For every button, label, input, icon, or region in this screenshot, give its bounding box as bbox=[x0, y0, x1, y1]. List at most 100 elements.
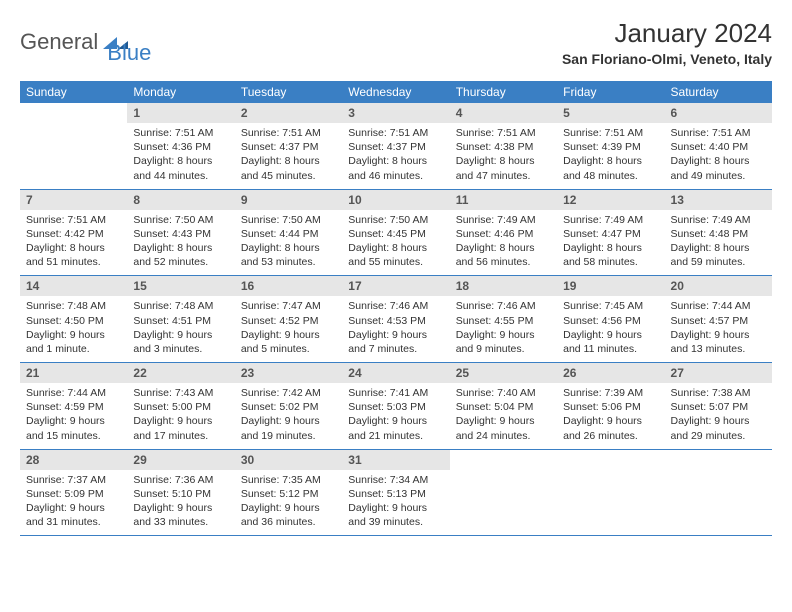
weekday-header: Tuesday bbox=[235, 81, 342, 103]
calendar-day-cell: 2Sunrise: 7:51 AMSunset: 4:37 PMDaylight… bbox=[235, 103, 342, 189]
day-number: 16 bbox=[235, 276, 342, 296]
calendar-day-cell: 17Sunrise: 7:46 AMSunset: 4:53 PMDayligh… bbox=[342, 276, 449, 363]
calendar-week-row: 21Sunrise: 7:44 AMSunset: 4:59 PMDayligh… bbox=[20, 363, 772, 450]
calendar-day-cell: 3Sunrise: 7:51 AMSunset: 4:37 PMDaylight… bbox=[342, 103, 449, 189]
calendar-week-row: 14Sunrise: 7:48 AMSunset: 4:50 PMDayligh… bbox=[20, 276, 772, 363]
day-info: Sunrise: 7:50 AMSunset: 4:43 PMDaylight:… bbox=[127, 210, 234, 276]
day-info: Sunrise: 7:46 AMSunset: 4:55 PMDaylight:… bbox=[450, 296, 557, 362]
calendar-day-cell: 20Sunrise: 7:44 AMSunset: 4:57 PMDayligh… bbox=[665, 276, 772, 363]
location-text: San Floriano-Olmi, Veneto, Italy bbox=[562, 51, 772, 67]
day-info: Sunrise: 7:37 AMSunset: 5:09 PMDaylight:… bbox=[20, 470, 127, 536]
calendar-day-cell: 30Sunrise: 7:35 AMSunset: 5:12 PMDayligh… bbox=[235, 449, 342, 536]
day-number: 26 bbox=[557, 363, 664, 383]
day-number: 19 bbox=[557, 276, 664, 296]
day-number: 3 bbox=[342, 103, 449, 123]
calendar-table: SundayMondayTuesdayWednesdayThursdayFrid… bbox=[20, 81, 772, 536]
day-number: 10 bbox=[342, 190, 449, 210]
day-number: 23 bbox=[235, 363, 342, 383]
day-info: Sunrise: 7:35 AMSunset: 5:12 PMDaylight:… bbox=[235, 470, 342, 536]
day-info: Sunrise: 7:38 AMSunset: 5:07 PMDaylight:… bbox=[665, 383, 772, 449]
day-info: Sunrise: 7:34 AMSunset: 5:13 PMDaylight:… bbox=[342, 470, 449, 536]
day-number: 18 bbox=[450, 276, 557, 296]
day-number: 15 bbox=[127, 276, 234, 296]
day-info: Sunrise: 7:50 AMSunset: 4:44 PMDaylight:… bbox=[235, 210, 342, 276]
day-number: 9 bbox=[235, 190, 342, 210]
calendar-week-row: 28Sunrise: 7:37 AMSunset: 5:09 PMDayligh… bbox=[20, 449, 772, 536]
calendar-day-cell: 25Sunrise: 7:40 AMSunset: 5:04 PMDayligh… bbox=[450, 363, 557, 450]
month-title: January 2024 bbox=[562, 18, 772, 49]
weekday-header: Thursday bbox=[450, 81, 557, 103]
calendar-day-cell: 24Sunrise: 7:41 AMSunset: 5:03 PMDayligh… bbox=[342, 363, 449, 450]
day-info: Sunrise: 7:36 AMSunset: 5:10 PMDaylight:… bbox=[127, 470, 234, 536]
day-number: 4 bbox=[450, 103, 557, 123]
day-info: Sunrise: 7:40 AMSunset: 5:04 PMDaylight:… bbox=[450, 383, 557, 449]
day-number: 30 bbox=[235, 450, 342, 470]
day-info: Sunrise: 7:44 AMSunset: 4:59 PMDaylight:… bbox=[20, 383, 127, 449]
calendar-day-cell: 11Sunrise: 7:49 AMSunset: 4:46 PMDayligh… bbox=[450, 189, 557, 276]
day-number: 22 bbox=[127, 363, 234, 383]
day-info: Sunrise: 7:51 AMSunset: 4:37 PMDaylight:… bbox=[342, 123, 449, 189]
calendar-day-cell: 23Sunrise: 7:42 AMSunset: 5:02 PMDayligh… bbox=[235, 363, 342, 450]
day-number: 17 bbox=[342, 276, 449, 296]
calendar-day-cell: 14Sunrise: 7:48 AMSunset: 4:50 PMDayligh… bbox=[20, 276, 127, 363]
day-info: Sunrise: 7:39 AMSunset: 5:06 PMDaylight:… bbox=[557, 383, 664, 449]
day-info: Sunrise: 7:42 AMSunset: 5:02 PMDaylight:… bbox=[235, 383, 342, 449]
title-block: January 2024 San Floriano-Olmi, Veneto, … bbox=[562, 18, 772, 67]
calendar-day-cell: 8Sunrise: 7:50 AMSunset: 4:43 PMDaylight… bbox=[127, 189, 234, 276]
day-info: Sunrise: 7:51 AMSunset: 4:38 PMDaylight:… bbox=[450, 123, 557, 189]
page-header: General Blue January 2024 San Floriano-O… bbox=[20, 18, 772, 67]
day-info: Sunrise: 7:48 AMSunset: 4:50 PMDaylight:… bbox=[20, 296, 127, 362]
day-info: Sunrise: 7:48 AMSunset: 4:51 PMDaylight:… bbox=[127, 296, 234, 362]
calendar-day-cell bbox=[557, 449, 664, 536]
calendar-day-cell: 9Sunrise: 7:50 AMSunset: 4:44 PMDaylight… bbox=[235, 189, 342, 276]
calendar-day-cell: 22Sunrise: 7:43 AMSunset: 5:00 PMDayligh… bbox=[127, 363, 234, 450]
calendar-header-row: SundayMondayTuesdayWednesdayThursdayFrid… bbox=[20, 81, 772, 103]
day-info: Sunrise: 7:43 AMSunset: 5:00 PMDaylight:… bbox=[127, 383, 234, 449]
calendar-day-cell: 15Sunrise: 7:48 AMSunset: 4:51 PMDayligh… bbox=[127, 276, 234, 363]
calendar-day-cell: 19Sunrise: 7:45 AMSunset: 4:56 PMDayligh… bbox=[557, 276, 664, 363]
weekday-header: Friday bbox=[557, 81, 664, 103]
calendar-day-cell: 21Sunrise: 7:44 AMSunset: 4:59 PMDayligh… bbox=[20, 363, 127, 450]
logo: General Blue bbox=[20, 18, 151, 66]
day-number: 7 bbox=[20, 190, 127, 210]
day-info: Sunrise: 7:51 AMSunset: 4:42 PMDaylight:… bbox=[20, 210, 127, 276]
weekday-header: Wednesday bbox=[342, 81, 449, 103]
day-number: 24 bbox=[342, 363, 449, 383]
day-number: 14 bbox=[20, 276, 127, 296]
weekday-header: Saturday bbox=[665, 81, 772, 103]
calendar-day-cell: 16Sunrise: 7:47 AMSunset: 4:52 PMDayligh… bbox=[235, 276, 342, 363]
day-number: 6 bbox=[665, 103, 772, 123]
calendar-day-cell: 5Sunrise: 7:51 AMSunset: 4:39 PMDaylight… bbox=[557, 103, 664, 189]
day-info: Sunrise: 7:51 AMSunset: 4:36 PMDaylight:… bbox=[127, 123, 234, 189]
weekday-header: Monday bbox=[127, 81, 234, 103]
calendar-day-cell bbox=[20, 103, 127, 189]
day-number: 1 bbox=[127, 103, 234, 123]
calendar-day-cell: 1Sunrise: 7:51 AMSunset: 4:36 PMDaylight… bbox=[127, 103, 234, 189]
day-info: Sunrise: 7:41 AMSunset: 5:03 PMDaylight:… bbox=[342, 383, 449, 449]
calendar-day-cell bbox=[665, 449, 772, 536]
day-number: 12 bbox=[557, 190, 664, 210]
day-number: 28 bbox=[20, 450, 127, 470]
day-number: 31 bbox=[342, 450, 449, 470]
day-number: 5 bbox=[557, 103, 664, 123]
day-number: 13 bbox=[665, 190, 772, 210]
calendar-day-cell: 6Sunrise: 7:51 AMSunset: 4:40 PMDaylight… bbox=[665, 103, 772, 189]
calendar-day-cell: 4Sunrise: 7:51 AMSunset: 4:38 PMDaylight… bbox=[450, 103, 557, 189]
day-info: Sunrise: 7:46 AMSunset: 4:53 PMDaylight:… bbox=[342, 296, 449, 362]
logo-word-blue: Blue bbox=[107, 40, 151, 66]
day-number: 20 bbox=[665, 276, 772, 296]
calendar-day-cell: 28Sunrise: 7:37 AMSunset: 5:09 PMDayligh… bbox=[20, 449, 127, 536]
calendar-day-cell: 12Sunrise: 7:49 AMSunset: 4:47 PMDayligh… bbox=[557, 189, 664, 276]
day-info: Sunrise: 7:50 AMSunset: 4:45 PMDaylight:… bbox=[342, 210, 449, 276]
day-number: 27 bbox=[665, 363, 772, 383]
day-info: Sunrise: 7:45 AMSunset: 4:56 PMDaylight:… bbox=[557, 296, 664, 362]
day-number: 21 bbox=[20, 363, 127, 383]
calendar-day-cell: 27Sunrise: 7:38 AMSunset: 5:07 PMDayligh… bbox=[665, 363, 772, 450]
calendar-day-cell: 7Sunrise: 7:51 AMSunset: 4:42 PMDaylight… bbox=[20, 189, 127, 276]
day-info: Sunrise: 7:49 AMSunset: 4:46 PMDaylight:… bbox=[450, 210, 557, 276]
day-info: Sunrise: 7:51 AMSunset: 4:37 PMDaylight:… bbox=[235, 123, 342, 189]
day-number: 2 bbox=[235, 103, 342, 123]
calendar-week-row: 1Sunrise: 7:51 AMSunset: 4:36 PMDaylight… bbox=[20, 103, 772, 189]
calendar-day-cell: 10Sunrise: 7:50 AMSunset: 4:45 PMDayligh… bbox=[342, 189, 449, 276]
day-number: 8 bbox=[127, 190, 234, 210]
